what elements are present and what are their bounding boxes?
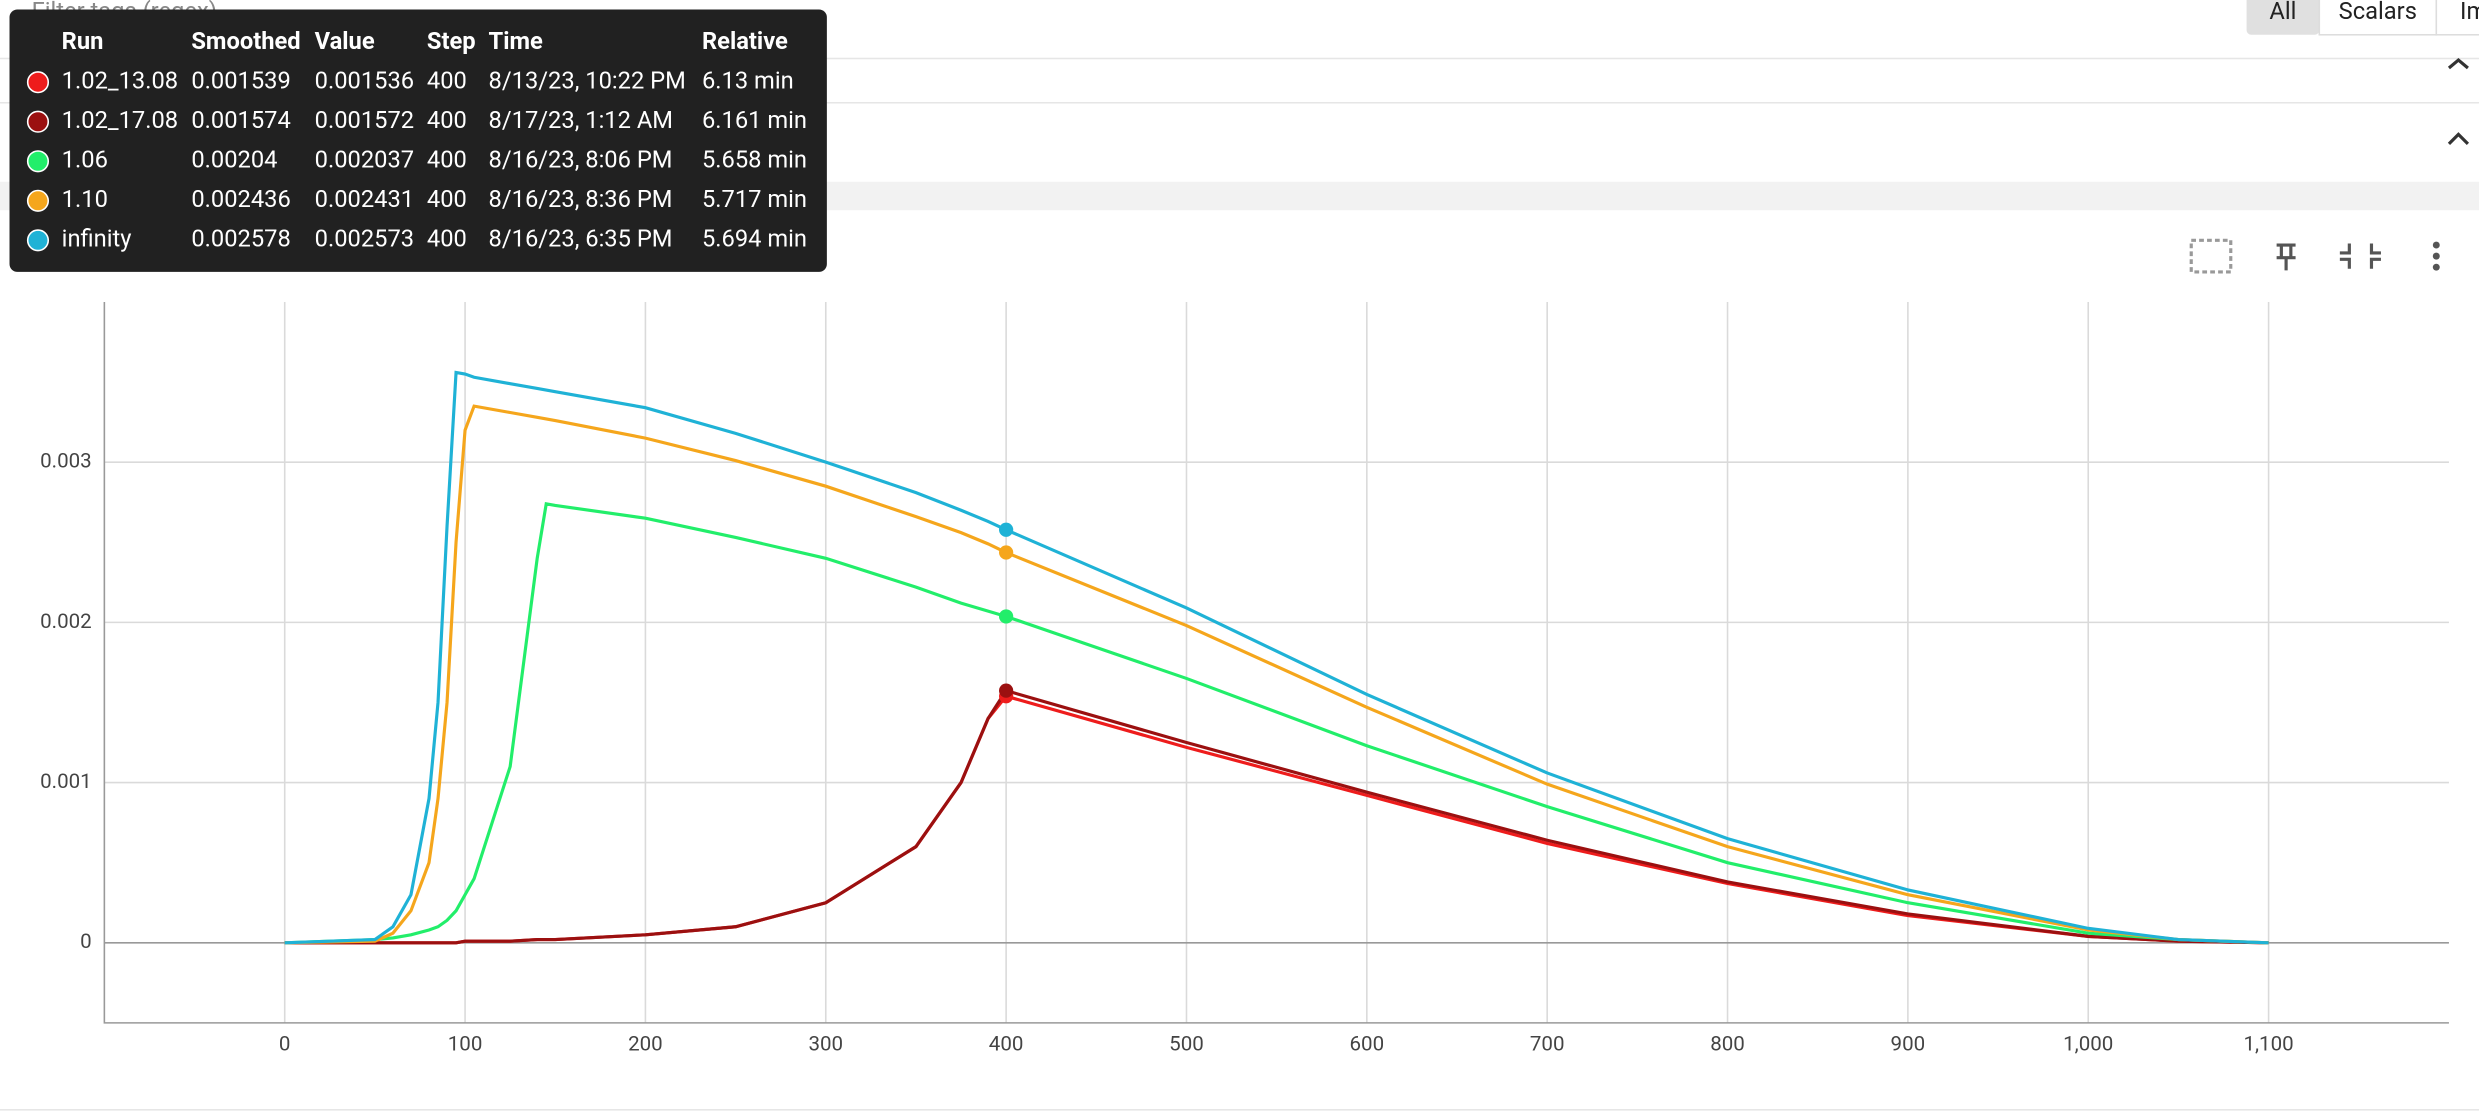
tooltip-cell: 6.13 min — [702, 66, 794, 94]
tooltip-header: Time — [489, 27, 543, 55]
collapse-icon[interactable] — [2447, 132, 2470, 145]
tooltip-background — [9, 9, 827, 272]
tooltip-cell: 0.002573 — [315, 225, 415, 253]
hover-point — [999, 545, 1014, 560]
tab-label[interactable]: Scalars — [2339, 0, 2417, 25]
series-line — [284, 688, 2269, 945]
y-tick-label: 0.003 — [40, 450, 92, 474]
x-tick-label: 500 — [1169, 1032, 1204, 1056]
hover-point — [999, 683, 1014, 698]
y-tick-label: 0.002 — [40, 610, 92, 634]
tooltip-cell: 8/16/23, 8:06 PM — [489, 146, 673, 174]
tooltip-header: Run — [62, 27, 104, 55]
tooltip-cell: 400 — [427, 106, 467, 134]
x-tick-label: 900 — [1891, 1032, 1926, 1056]
tooltip-cell: 0.001536 — [315, 66, 415, 94]
tooltip-header: Relative — [702, 27, 788, 55]
x-tick-label: 700 — [1530, 1032, 1565, 1056]
tooltip-cell: 5.658 min — [702, 146, 807, 174]
tab-label[interactable]: All — [2269, 0, 2296, 25]
tooltip: Run Smoothed Value Step Time Relative 1.02_13.… — [9, 9, 827, 272]
y-tick-label: 0 — [80, 930, 92, 954]
run-swatch — [26, 71, 50, 94]
x-tick-label: 1,000 — [2063, 1032, 2113, 1056]
run-name: infinity — [62, 225, 132, 253]
menu-dot[interactable] — [2432, 241, 2440, 249]
tooltip-cell: 0.00204 — [191, 146, 277, 174]
series-line — [284, 501, 2269, 945]
menu-dot[interactable] — [2432, 263, 2440, 271]
pin-icon[interactable] — [2276, 243, 2296, 271]
tooltip-header: Step — [427, 27, 476, 55]
fit-domain-icon[interactable] — [2189, 238, 2233, 274]
tooltip-cell: 8/16/23, 6:35 PM — [489, 225, 673, 253]
collapse-icon[interactable] — [2447, 58, 2469, 70]
tooltip-cell: 0.001539 — [191, 66, 291, 94]
collapse-card-icon[interactable] — [2339, 243, 2381, 269]
tab-label[interactable]: Images — [2460, 0, 2479, 25]
run-swatch — [26, 110, 50, 133]
tab-active[interactable] — [2246, 0, 2320, 35]
x-tick-label: 400 — [989, 1032, 1024, 1056]
x-tick-label: 800 — [1710, 1032, 1745, 1056]
run-name: 1.10 — [62, 185, 108, 213]
tooltip-header: Value — [315, 27, 375, 55]
tooltip-cell: 8/17/23, 1:12 AM — [489, 106, 673, 134]
run-swatch — [26, 150, 50, 173]
x-tick-label: 100 — [448, 1032, 483, 1056]
run-name: 1.02_13.08 — [62, 66, 178, 94]
tooltip-cell: 6.161 min — [702, 106, 807, 134]
tooltip-cell: 5.717 min — [702, 185, 807, 213]
run-name: 1.02_17.08 — [62, 106, 178, 134]
tooltip-cell: 400 — [427, 146, 467, 174]
axis-frame — [103, 301, 2449, 1024]
menu-dot[interactable] — [2432, 252, 2440, 260]
x-tick-label: 0 — [279, 1032, 291, 1056]
series-line — [284, 370, 2269, 945]
tooltip-cell: 400 — [427, 66, 467, 94]
tooltip-cell: 8/16/23, 8:36 PM — [489, 185, 673, 213]
hover-point — [999, 609, 1014, 624]
tooltip-cell: 400 — [427, 185, 467, 213]
series-line — [284, 404, 2269, 945]
hover-point — [999, 522, 1014, 537]
plot: 0 100 200 300 400 500 600 700 800 900 1,000 1,100 0 0… — [40, 301, 2449, 1056]
x-tick-label: 300 — [808, 1032, 843, 1056]
run-name: 1.06 — [62, 146, 108, 174]
tooltip-cell: 5.694 min — [702, 225, 807, 253]
tooltip-cell: 0.001574 — [191, 106, 291, 134]
run-swatch — [26, 229, 50, 252]
tooltip-cell: 400 — [427, 225, 467, 253]
tooltip-cell: 0.002436 — [191, 185, 291, 213]
x-tick-label: 600 — [1350, 1032, 1385, 1056]
tooltip-header: Smoothed — [191, 27, 300, 55]
tooltip-cell: 0.002431 — [315, 185, 415, 213]
y-tick-label: 0.001 — [40, 770, 92, 794]
x-tick-label: 200 — [628, 1032, 663, 1056]
tooltip-cell: 8/13/23, 10:22 PM — [489, 66, 686, 94]
tooltip-cell: 0.002037 — [315, 146, 415, 174]
tab[interactable] — [2435, 0, 2479, 36]
run-swatch — [26, 189, 50, 212]
tooltip-cell: 0.001572 — [315, 106, 415, 134]
x-tick-label: 1,100 — [2243, 1032, 2293, 1056]
tooltip-cell: 0.002578 — [191, 225, 291, 253]
